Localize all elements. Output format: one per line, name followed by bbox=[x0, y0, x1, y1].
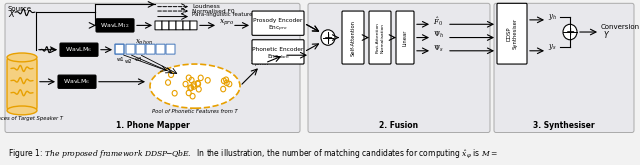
FancyBboxPatch shape bbox=[169, 21, 176, 30]
Text: w1: w1 bbox=[117, 57, 125, 62]
FancyBboxPatch shape bbox=[176, 21, 183, 30]
Text: w3: w3 bbox=[135, 57, 143, 62]
Text: $y_s$: $y_s$ bbox=[548, 42, 557, 52]
Text: $\hat{F}_0$: $\hat{F}_0$ bbox=[433, 16, 443, 28]
FancyBboxPatch shape bbox=[58, 75, 96, 88]
Text: Pool of Phonetic Features from T: Pool of Phonetic Features from T bbox=[152, 109, 238, 114]
Text: Y: Y bbox=[604, 31, 609, 40]
FancyBboxPatch shape bbox=[308, 3, 490, 132]
FancyBboxPatch shape bbox=[494, 3, 634, 132]
Text: $y_h$: $y_h$ bbox=[548, 12, 557, 22]
Text: +: + bbox=[323, 33, 333, 43]
Text: Enc$_{pro}$: Enc$_{pro}$ bbox=[268, 24, 288, 34]
Circle shape bbox=[563, 24, 577, 40]
Ellipse shape bbox=[7, 53, 37, 62]
FancyBboxPatch shape bbox=[60, 43, 98, 56]
Text: 2. Fusion: 2. Fusion bbox=[380, 121, 419, 130]
Text: $\hat{x}_{phon}$: $\hat{x}_{phon}$ bbox=[250, 57, 269, 69]
FancyBboxPatch shape bbox=[342, 11, 364, 64]
FancyBboxPatch shape bbox=[115, 44, 124, 54]
Text: Conversion: Conversion bbox=[601, 23, 640, 30]
FancyBboxPatch shape bbox=[252, 40, 304, 64]
Text: $x_{pro}$: $x_{pro}$ bbox=[219, 17, 234, 27]
Text: $\Psi_s$: $\Psi_s$ bbox=[433, 44, 444, 54]
FancyBboxPatch shape bbox=[96, 19, 134, 32]
FancyBboxPatch shape bbox=[497, 3, 527, 64]
Circle shape bbox=[321, 30, 335, 45]
Text: Linear: Linear bbox=[403, 29, 408, 46]
Text: Loudness: Loudness bbox=[192, 4, 220, 9]
FancyBboxPatch shape bbox=[7, 57, 37, 110]
FancyBboxPatch shape bbox=[183, 21, 190, 30]
Text: Para-linguistic features: Para-linguistic features bbox=[192, 12, 255, 17]
Text: 3. Synthesiser: 3. Synthesiser bbox=[533, 121, 595, 130]
FancyBboxPatch shape bbox=[5, 3, 300, 132]
FancyBboxPatch shape bbox=[155, 21, 162, 30]
Text: +: + bbox=[565, 27, 575, 37]
FancyBboxPatch shape bbox=[162, 21, 169, 30]
FancyBboxPatch shape bbox=[396, 11, 414, 64]
Text: Phonetic Encoder: Phonetic Encoder bbox=[252, 47, 304, 52]
Text: Utterances of Target Speaker T: Utterances of Target Speaker T bbox=[0, 116, 63, 121]
FancyBboxPatch shape bbox=[126, 44, 135, 54]
FancyBboxPatch shape bbox=[252, 11, 304, 35]
FancyBboxPatch shape bbox=[146, 44, 155, 54]
Text: Enc$_{phon}$: Enc$_{phon}$ bbox=[267, 52, 289, 63]
Text: Self-Attention: Self-Attention bbox=[351, 19, 355, 56]
FancyBboxPatch shape bbox=[369, 11, 391, 64]
FancyBboxPatch shape bbox=[156, 44, 165, 54]
Text: WavLM$_6$: WavLM$_6$ bbox=[63, 77, 90, 86]
Text: WavLM$_6$: WavLM$_6$ bbox=[65, 45, 93, 54]
FancyBboxPatch shape bbox=[166, 44, 175, 54]
Text: Normalised F0: Normalised F0 bbox=[192, 9, 235, 14]
FancyBboxPatch shape bbox=[136, 44, 145, 54]
FancyBboxPatch shape bbox=[190, 21, 197, 30]
Text: Figure 1: $\it{The\ proposed\ framework\ DDSP\!\!-\!\!QbE.}$  In the illustratio: Figure 1: $\it{The\ proposed\ framework\… bbox=[8, 147, 499, 160]
Text: WavLM$_{12}$: WavLM$_{12}$ bbox=[100, 21, 130, 30]
Ellipse shape bbox=[7, 106, 37, 115]
Text: Prosody Encoder: Prosody Encoder bbox=[253, 18, 303, 23]
Text: q: q bbox=[118, 47, 122, 52]
Ellipse shape bbox=[150, 64, 240, 108]
Text: X: X bbox=[8, 10, 13, 19]
Text: DDSP
Synthesiser: DDSP Synthesiser bbox=[507, 18, 517, 49]
Text: $\Psi_h$: $\Psi_h$ bbox=[433, 30, 444, 40]
Text: w2: w2 bbox=[125, 59, 133, 64]
Text: Source: Source bbox=[8, 6, 32, 12]
Text: $x_{phon}$: $x_{phon}$ bbox=[135, 37, 153, 47]
Text: 1. Phone Mapper: 1. Phone Mapper bbox=[116, 121, 190, 130]
Text: Post-Attention
Normalisation: Post-Attention Normalisation bbox=[376, 22, 384, 53]
